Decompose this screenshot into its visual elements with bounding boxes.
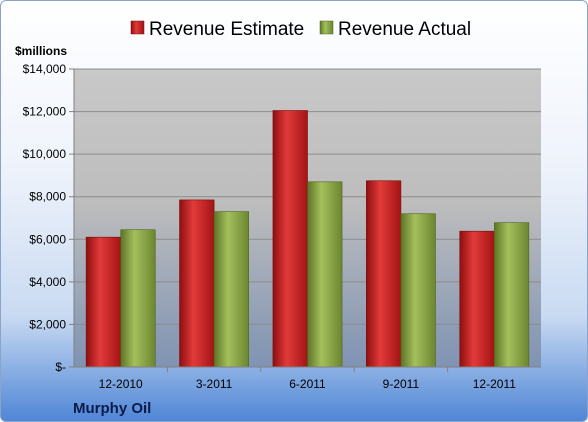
bar-revenue-estimate-9-2011 xyxy=(366,180,402,368)
bar-revenue-estimate-12-2011 xyxy=(459,230,495,368)
legend: Revenue Estimate Revenue Actual xyxy=(130,19,471,40)
y-tick-label: $4,000 xyxy=(29,275,66,289)
legend-label-revenue-actual: Revenue Actual xyxy=(338,19,471,40)
y-axis-ticks: $- $2,000 $4,000 $6,000 $8,000 $10,000 $12,000… xyxy=(23,62,74,374)
y-tick-label: $2,000 xyxy=(29,317,66,331)
x-tick-label: 6-2011 xyxy=(289,377,326,391)
x-axis-ticks: 12-2010 3-2011 6-2011 9-2011 12-2011 xyxy=(99,367,516,391)
y-axis-unit-label: $millions xyxy=(15,44,67,58)
bar-revenue-actual-3-2011 xyxy=(213,211,249,368)
y-tick-label: $10,000 xyxy=(23,147,67,161)
y-tick-label: $12,000 xyxy=(23,105,67,119)
x-tick-label: 9-2011 xyxy=(383,377,420,391)
bars xyxy=(85,110,530,368)
y-tick-label: $- xyxy=(55,360,66,374)
bar-revenue-actual-6-2011 xyxy=(307,181,343,368)
bar-revenue-actual-9-2011 xyxy=(400,213,436,368)
company-name: Murphy Oil xyxy=(73,400,151,417)
x-tick-label: 12-2010 xyxy=(99,377,143,391)
bar-revenue-actual-12-2010 xyxy=(120,229,156,368)
x-tick-label: 3-2011 xyxy=(196,377,233,391)
legend-swatch-revenue-estimate xyxy=(130,20,145,35)
x-tick-label: 12-2011 xyxy=(473,377,516,391)
y-tick-label: $6,000 xyxy=(29,232,66,246)
legend-swatch-revenue-actual xyxy=(319,20,334,35)
bar-revenue-estimate-3-2011 xyxy=(179,199,215,368)
bar-revenue-actual-12-2011 xyxy=(493,222,530,368)
bar-revenue-estimate-6-2011 xyxy=(272,110,308,368)
bar-revenue-estimate-12-2010 xyxy=(85,236,121,368)
y-tick-label: $14,000 xyxy=(23,62,67,76)
legend-label-revenue-estimate: Revenue Estimate xyxy=(149,19,304,40)
y-tick-label: $8,000 xyxy=(29,190,66,204)
